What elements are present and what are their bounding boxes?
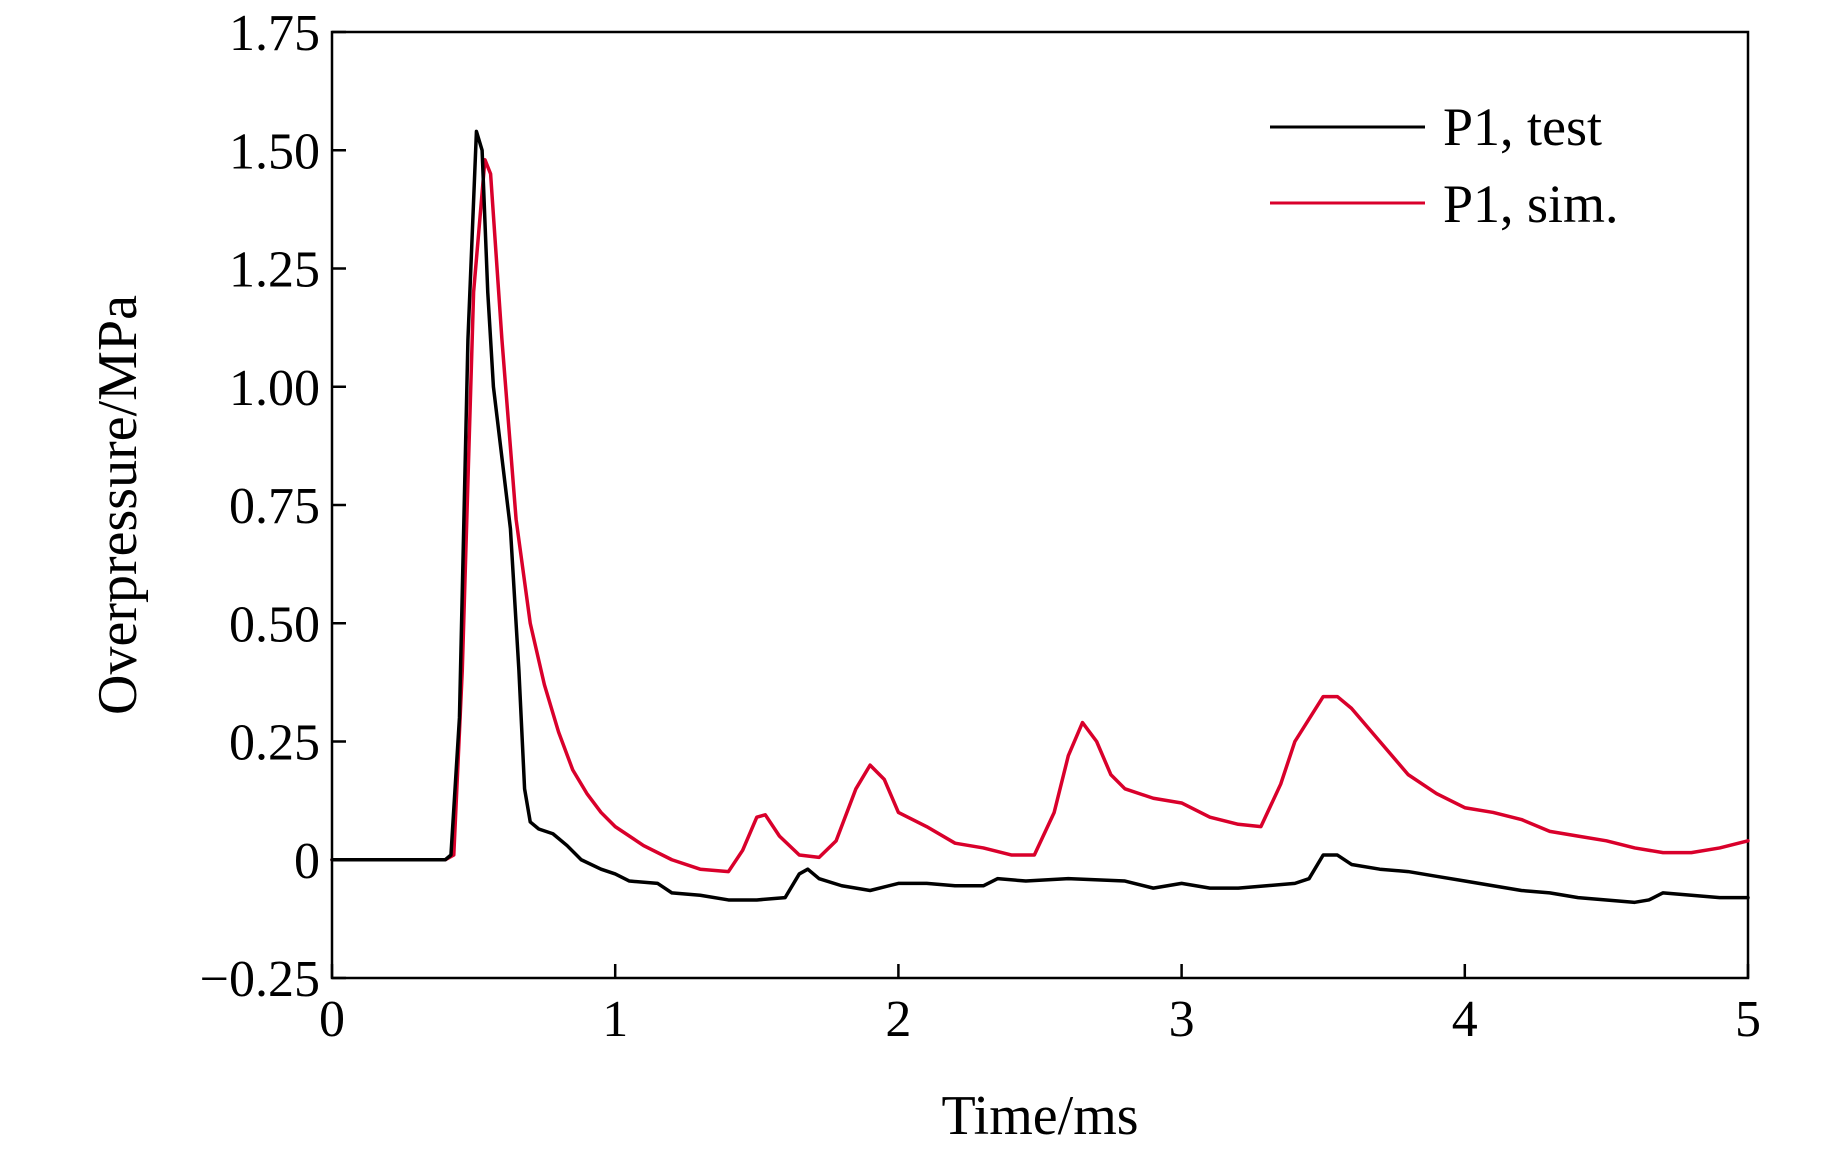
x-tick-label: 4 bbox=[1452, 991, 1478, 1048]
y-tick-label: 0.25 bbox=[229, 715, 320, 772]
series-layer bbox=[330, 129, 1750, 905]
y-axis: −0.25 0 0.25 0.50 0.75 1.00 1.25 1.50 1.75 bbox=[200, 5, 346, 1008]
x-axis-title: Time/ms bbox=[941, 1085, 1138, 1147]
legend: P1, test P1, sim. bbox=[1270, 97, 1619, 234]
y-tick-label: 0.75 bbox=[229, 478, 320, 535]
y-tick-label: −0.25 bbox=[200, 951, 320, 1008]
y-tick-label: 0 bbox=[294, 833, 320, 890]
y-axis-title: Overpressure/MPa bbox=[87, 295, 149, 715]
x-tick-label: 5 bbox=[1735, 991, 1761, 1048]
legend-label-sim: P1, sim. bbox=[1443, 174, 1619, 234]
x-tick-label: 0 bbox=[319, 991, 345, 1048]
series-line-sim bbox=[330, 157, 1750, 874]
series-line-test bbox=[330, 129, 1750, 905]
y-tick-label: 1.00 bbox=[229, 360, 320, 417]
x-tick-label: 1 bbox=[602, 991, 628, 1048]
y-tick-label: 1.75 bbox=[229, 5, 320, 62]
x-tick-label: 2 bbox=[885, 991, 911, 1048]
x-tick-label: 3 bbox=[1169, 991, 1195, 1048]
legend-label-test: P1, test bbox=[1443, 97, 1602, 157]
y-tick-label: 0.50 bbox=[229, 596, 320, 653]
y-tick-label: 1.50 bbox=[229, 123, 320, 180]
x-axis: 0 1 2 3 4 5 bbox=[319, 964, 1761, 1048]
y-tick-label: 1.25 bbox=[229, 242, 320, 299]
